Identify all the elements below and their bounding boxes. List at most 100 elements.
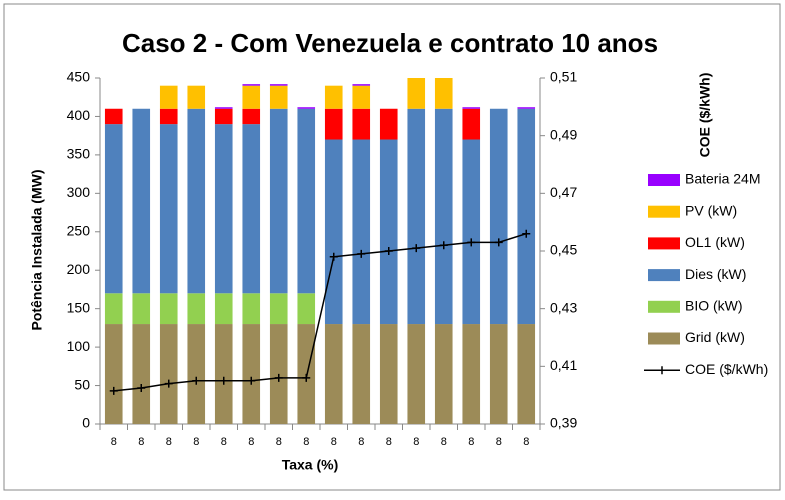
coe-marker [494, 238, 503, 247]
y2-tick-label: 0,39 [550, 415, 577, 431]
bar-segment [407, 324, 426, 424]
coe-marker [192, 376, 201, 385]
x-tick-label: 8 [496, 436, 502, 448]
legend-label: BIO (kW) [685, 298, 743, 314]
coe-marker [522, 229, 531, 238]
bar-segment [352, 84, 371, 86]
legend-swatch [648, 237, 680, 250]
y2-tick-label: 0,51 [550, 69, 577, 85]
bar-segment [462, 108, 481, 140]
bar-segment [269, 85, 288, 109]
bar-segment [104, 324, 123, 424]
coe-marker [439, 241, 448, 250]
x-tick-label: 8 [441, 436, 447, 448]
bar-segment [242, 108, 261, 125]
y2-axis-label: COE ($/kWh) [697, 73, 713, 158]
legend-swatch [648, 269, 680, 282]
bar-segment [104, 293, 123, 325]
x-tick-label: 8 [221, 436, 227, 448]
legend-label: Grid (kW) [685, 329, 745, 345]
bar-segment [324, 324, 343, 424]
bar-segment [517, 107, 536, 109]
bar-segment [434, 108, 453, 325]
bar-segment [379, 108, 398, 140]
bar-segment [407, 78, 426, 109]
bar-segment [159, 293, 178, 325]
y-tick-label: 350 [67, 146, 91, 162]
bar-segment [214, 324, 233, 424]
bar-segment [324, 108, 343, 140]
coe-marker [219, 376, 228, 385]
bar-segment [489, 324, 508, 424]
x-tick-label: 8 [276, 436, 282, 448]
bar-segment [242, 324, 261, 424]
bar-segment [214, 124, 233, 294]
y2-tick-label: 0,49 [550, 126, 577, 142]
x-tick-label: 8 [523, 436, 529, 448]
bar-segment [517, 108, 536, 325]
bar-segment [324, 85, 343, 109]
legend-label: COE ($/kWh) [685, 361, 768, 377]
y-tick-label: 50 [74, 376, 90, 392]
legend-label: OL1 (kW) [685, 234, 745, 250]
coe-marker [467, 238, 476, 247]
coe-marker [302, 373, 311, 382]
coe-marker [412, 244, 421, 253]
bar-segment [407, 108, 426, 325]
bar-segment [214, 293, 233, 325]
legend-label: Dies (kW) [685, 266, 746, 282]
y-tick-label: 400 [67, 107, 91, 123]
bar-segment [269, 108, 288, 294]
y-tick-label: 100 [67, 338, 91, 354]
bar-segment [104, 124, 123, 294]
bar-segment [352, 85, 371, 109]
bar-segment [352, 324, 371, 424]
legend-marker [658, 366, 666, 375]
legend-swatch [648, 300, 680, 313]
coe-marker [164, 379, 173, 388]
y-axis-label: Potência Instalada (MW) [29, 169, 45, 330]
coe-line [113, 232, 527, 392]
bar-segment [379, 139, 398, 325]
coe-marker [109, 386, 118, 395]
x-tick-label: 8 [111, 436, 117, 448]
bar-segment [379, 324, 398, 424]
coe-marker [329, 252, 338, 261]
bar-segment [187, 108, 206, 294]
bar-segment [462, 324, 481, 424]
chart-title: Caso 2 - Com Venezuela e contrato 10 ano… [122, 28, 658, 58]
y-tick-label: 0 [82, 415, 90, 431]
bar-segment [159, 324, 178, 424]
bar-segment [269, 293, 288, 325]
x-tick-label: 8 [358, 436, 364, 448]
y2-tick-label: 0,47 [550, 184, 577, 200]
x-tick-label: 8 [193, 436, 199, 448]
y-tick-label: 200 [67, 261, 91, 277]
y2-tick-label: 0,45 [550, 242, 577, 258]
coe-marker [357, 249, 366, 258]
bar-segment [132, 108, 151, 294]
bar-segment [462, 139, 481, 325]
x-tick-label: 8 [331, 436, 337, 448]
x-tick-label: 8 [138, 436, 144, 448]
y-tick-label: 450 [67, 69, 91, 85]
bar-segment [297, 293, 316, 325]
bar-segment [187, 324, 206, 424]
bar-segment [104, 108, 123, 125]
bar-segment [324, 139, 343, 325]
bar-segment [489, 108, 508, 325]
coe-marker [274, 373, 283, 382]
bar-segment [242, 293, 261, 325]
x-axis-label: Taxa (%) [282, 457, 339, 473]
x-tick-label: 8 [303, 436, 309, 448]
x-tick-label: 8 [386, 436, 392, 448]
x-tick-label: 8 [248, 436, 254, 448]
legend-swatch [648, 332, 680, 345]
bar-segment [269, 84, 288, 86]
bar-segment [242, 84, 261, 86]
y2-tick-label: 0,41 [550, 357, 577, 373]
x-tick-label: 8 [468, 436, 474, 448]
bar-segment [214, 107, 233, 109]
x-tick-label: 8 [166, 436, 172, 448]
